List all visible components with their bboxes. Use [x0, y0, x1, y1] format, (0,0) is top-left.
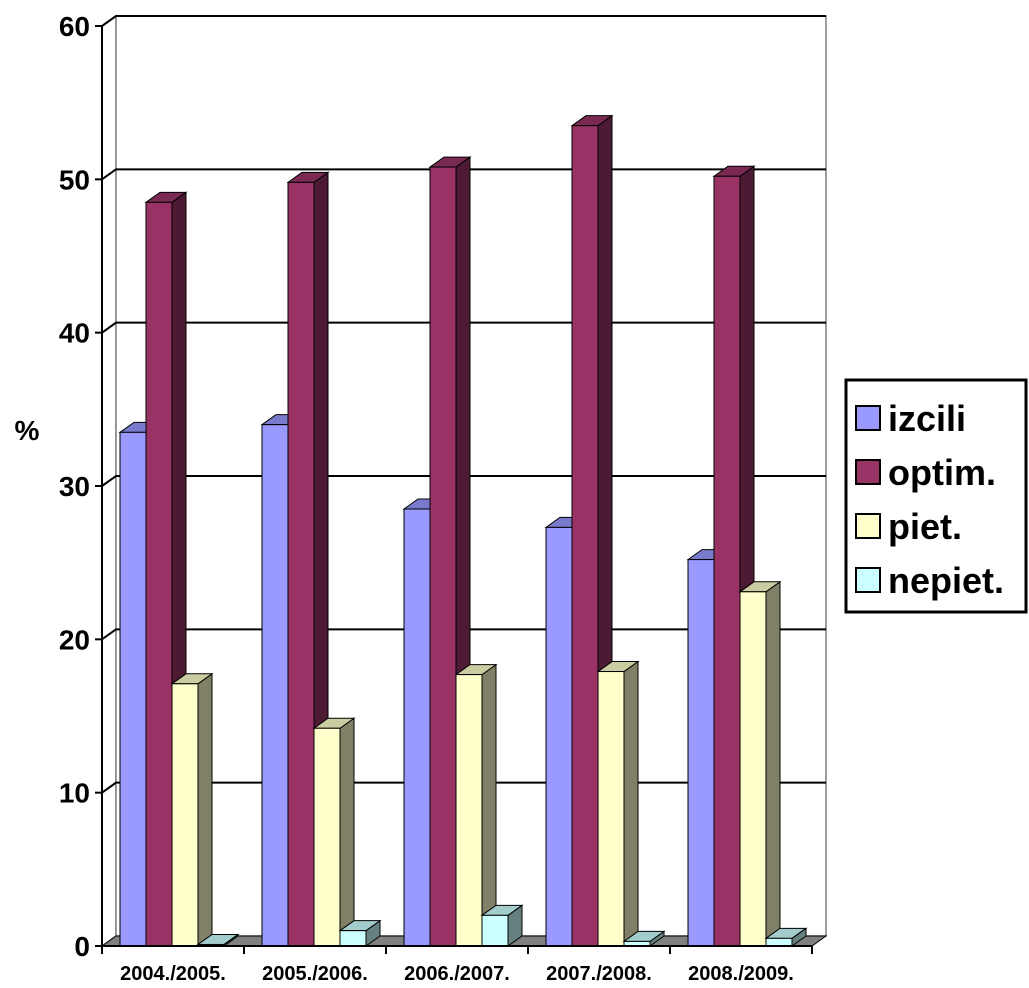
bar-piet-4: [738, 580, 782, 947]
legend-label: optim.: [888, 452, 996, 493]
gridline: [101, 15, 826, 27]
x-tick-label: 2005./2006.: [262, 963, 368, 985]
legend-label: izcili: [888, 398, 966, 439]
y-axis-label: %: [15, 415, 40, 446]
legend-swatch: [855, 513, 881, 539]
legend-swatch: [855, 567, 881, 593]
bar-nepiet-2: [480, 904, 524, 947]
bar-piet-3: [596, 660, 640, 947]
legend-label: nepiet.: [888, 560, 1004, 601]
x-tick-label: 2008./2009.: [688, 963, 794, 985]
legend[interactable]: izcili optim. piet. nepiet.: [844, 378, 1028, 614]
bar-nepiet-4: [764, 927, 808, 947]
x-tick-labels: 2004./2005. 2005./2006. 2006./2007. 2007./2…: [120, 963, 794, 985]
bar-piet-2: [454, 663, 498, 947]
x-tick-label: 2006./2007.: [404, 963, 510, 985]
y-tick-labels: 0 10 20 30 40 50 60: [59, 11, 90, 962]
legend-swatch: [855, 405, 881, 431]
y-tick-label: 40: [59, 318, 90, 349]
y-tick-label: 0: [74, 931, 90, 962]
y-tick-label: 10: [59, 778, 90, 809]
bar-nepiet-3: [622, 930, 666, 947]
bar-piet-1: [312, 717, 356, 947]
y-tick-label: 60: [59, 11, 90, 42]
y-tick-label: 20: [59, 624, 90, 655]
bar-piet-0: [170, 672, 214, 947]
x-tick-label: 2004./2005.: [120, 963, 226, 985]
bar-nepiet-1: [338, 919, 382, 947]
y-tick-label: 30: [59, 471, 90, 502]
x-tick-label: 2007./2008.: [546, 963, 652, 985]
legend-label: piet.: [888, 506, 962, 547]
axes: [95, 25, 813, 954]
legend-swatch: [855, 459, 881, 485]
y-tick-label: 50: [59, 164, 90, 195]
